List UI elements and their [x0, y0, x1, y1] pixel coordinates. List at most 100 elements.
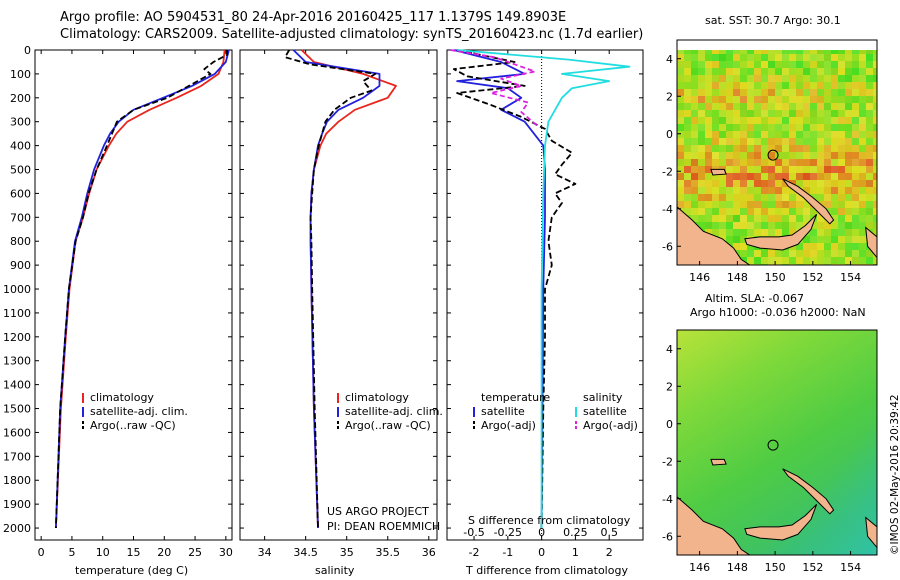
depth-tick-label: 1200: [3, 331, 31, 344]
imos-stamp: ©IMOS 02-May-2016 20:39:42: [889, 394, 900, 555]
diff-legend-sal-sat: satellite: [583, 405, 627, 418]
depth-tick-label: 1700: [3, 450, 31, 463]
sla-map-frame: [676, 329, 878, 556]
difference-xtick-label: 0: [538, 546, 545, 559]
land-mass: [677, 496, 751, 555]
depth-tick-label: 1100: [3, 307, 31, 320]
diff-legend-temp-header: temperature: [481, 391, 551, 404]
temperature-xtick-label: 20: [157, 546, 171, 559]
sla-map-title: Altim. SLA: -0.067: [705, 292, 805, 305]
sla-map-xtick-label: 148: [727, 561, 748, 574]
temperature-frame: [34, 49, 233, 541]
sst-map-ytick-label: 4: [666, 53, 673, 66]
temperature-xtick-label: 30: [219, 546, 233, 559]
land-mass: [710, 458, 727, 466]
depth-tick-label: 1400: [3, 379, 31, 392]
sst-map-ytick-label: 0: [666, 128, 673, 141]
sla-map-xtick-label: 150: [765, 561, 786, 574]
depth-tick-label: 0: [24, 44, 31, 57]
depth-tick-label: 100: [10, 68, 31, 81]
salinity-xtick-label: 36: [422, 546, 436, 559]
depth-tick-label: 900: [10, 259, 31, 272]
depth-tick-label: 400: [10, 140, 31, 153]
sal-legend-climatology: climatology: [345, 391, 409, 404]
sst-map-xtick-label: 146: [689, 271, 710, 284]
sla-map-ytick-label: -4: [662, 493, 673, 506]
land-mass: [782, 178, 835, 225]
difference-series-salinity-argo-adj-: [450, 49, 539, 128]
diff-xlabel-salinity: S difference from climatology: [468, 514, 631, 527]
sal-xlabel: salinity: [315, 564, 355, 577]
sla-map-xtick-label: 152: [802, 561, 823, 574]
difference-series-salinity-satellite: [457, 49, 631, 528]
sst-map-ytick-label: -4: [662, 203, 673, 216]
sal-legend-satellite: satellite-adj. clim.: [345, 405, 443, 418]
land-mass: [865, 516, 877, 549]
depth-tick-label: 1300: [3, 355, 31, 368]
depth-tick-label: 1900: [3, 498, 31, 511]
sla-map-field: [677, 330, 877, 555]
profile-panel-temperature: 0 5 10 15 20 25 300100200300400500600700800900…: [3, 44, 233, 559]
temp-xlabel: temperature (deg C): [75, 564, 189, 577]
difference-frame: [446, 49, 644, 541]
profile-panel-difference: -2 -1 0 1 2 -0.5 -0.25 0 0.25 0.5: [446, 49, 644, 559]
sal-legend-argo: Argo(..raw -QC): [345, 419, 431, 432]
diff-xlabel: T difference from climatology: [466, 564, 628, 577]
temperature-xtick-label: 15: [127, 546, 141, 559]
diff-legend-sal-header: salinity: [583, 391, 623, 404]
sla-map-ytick-label: -6: [662, 530, 673, 543]
temperature-xtick-label: 25: [188, 546, 202, 559]
temperature-series-argo-raw-qc-: [55, 50, 229, 529]
s-diff-tick-label: 0.25: [563, 526, 588, 539]
depth-tick-label: 200: [10, 92, 31, 105]
depth-tick-label: 1800: [3, 474, 31, 487]
depth-tick-label: 1500: [3, 403, 31, 416]
sst-map-ytick-label: -2: [662, 165, 673, 178]
sla-map-ytick-label: -2: [662, 455, 673, 468]
sla-map-subtitle: Argo h1000: -0.036 h2000: NaN: [690, 306, 866, 319]
depth-tick-label: 300: [10, 116, 31, 129]
s-diff-tick-label: 0: [538, 526, 545, 539]
title-line-2: Climatology: CARS2009. Satellite-adjuste…: [60, 27, 644, 42]
diff-legend-temp-sat: satellite: [481, 405, 525, 418]
depth-tick-label: 700: [10, 211, 31, 224]
sst-map-xtick-label: 152: [802, 271, 823, 284]
salinity-xtick-label: 35: [340, 546, 354, 559]
depth-tick-label: 600: [10, 187, 31, 200]
s-diff-tick-label: -0.5: [463, 526, 484, 539]
sst-map-ytick-label: 2: [666, 90, 673, 103]
salinity-xtick-label: 35.5: [376, 546, 401, 559]
sla-map-ytick-label: 2: [666, 380, 673, 393]
sla-map-ytick-label: 4: [666, 343, 673, 356]
sst-map-field: [677, 50, 877, 265]
land-mass: [744, 214, 818, 251]
sla-map-xtick-label: 146: [689, 561, 710, 574]
sst-map-xtick-label: 150: [765, 271, 786, 284]
temp-legend-argo: Argo(..raw -QC): [90, 419, 176, 432]
sst-map-argo-marker: [767, 149, 779, 161]
profile-panel-salinity: 34 34.5 35 35.5 36: [239, 49, 438, 559]
land-mass: [782, 468, 835, 515]
sla-map-ytick-label: 0: [666, 418, 673, 431]
sst-map-xtick-label: 148: [727, 271, 748, 284]
s-diff-tick-label: -0.25: [494, 526, 522, 539]
temperature-xtick-label: 0: [38, 546, 45, 559]
land-mass: [677, 206, 751, 265]
land-mass: [744, 504, 818, 541]
land-mass: [865, 226, 877, 259]
salinity-series-argo-raw-qc-: [284, 49, 377, 529]
difference-xtick-label: -2: [469, 546, 480, 559]
title-line-1: Argo profile: AO 5904531_80 24-Apr-2016 …: [60, 10, 567, 25]
diff-legend-temp-argo: Argo(-adj): [481, 419, 536, 432]
sst-map-frame: [676, 39, 878, 266]
salinity-frame: [239, 49, 438, 541]
depth-tick-label: 800: [10, 235, 31, 248]
sst-map-xtick-label: 154: [840, 271, 861, 284]
salinity-xtick-label: 34: [258, 546, 272, 559]
difference-xtick-label: -1: [502, 546, 513, 559]
sla-map-xtick-label: 154: [840, 561, 861, 574]
temperature-xtick-label: 5: [68, 546, 75, 559]
sst-map-title: sat. SST: 30.7 Argo: 30.1: [705, 14, 841, 27]
difference-xtick-label: 2: [606, 546, 613, 559]
